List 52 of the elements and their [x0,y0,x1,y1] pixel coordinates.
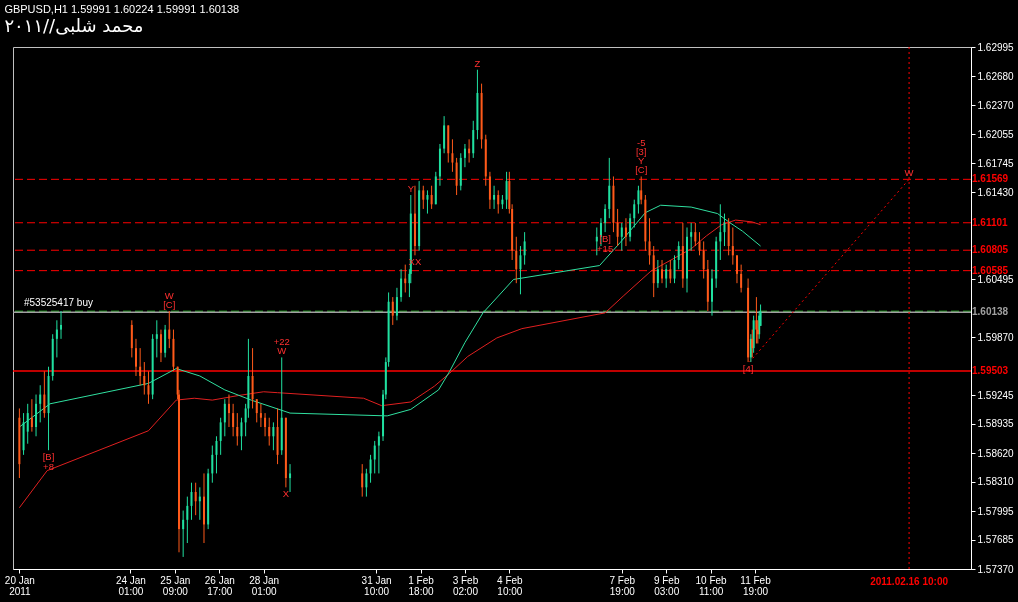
x-tick-label: 10 Feb 11:00 [695,574,728,597]
x-tick-label: 11 Feb 19:00 [740,574,772,597]
y-tick-label: 1.62995 [977,41,1015,53]
chart-subtitle: محمد شلبى//٢٠١١ [4,15,144,36]
annotation: W [164,290,174,302]
annotation: W [904,167,914,179]
ref-line-label: 2011.02.16 10:00 [870,576,949,587]
x-tick-label: 9 Feb 03:00 [653,574,680,597]
y-tick-label: 1.61430 [977,186,1015,198]
annotation: [B] [599,233,611,245]
x-tick-label: 24 Jan 01:00 [115,574,146,597]
ref-line-label: 1.61569 [972,173,1009,185]
x-tick-label: 26 Jan 17:00 [204,574,235,597]
y-tick-label: 1.62370 [977,99,1015,111]
x-tick-label: 31 Jan 10:00 [361,574,392,597]
annotation: +8 [43,461,54,473]
annotation: +22 [273,336,290,348]
y-tick-label: 1.57370 [977,563,1015,575]
annotation: [B] [42,451,55,463]
ref-line-label: 1.60585 [972,264,1009,276]
x-tick-label: 7 Feb 19:00 [609,574,636,597]
y-tick-label: 1.57685 [977,534,1015,546]
annotation: [C] [163,299,176,311]
y-tick-label: 1.62680 [977,70,1015,82]
y-tick-label: 1.58310 [977,476,1015,488]
annotation: -5 [636,137,646,149]
y-tick-label: 1.59870 [977,331,1015,343]
annotation: X [282,488,290,500]
annotation: [3] [635,146,647,158]
chart-title: GBPUSD,H1 1.59991 1.60224 1.59991 1.60138 [4,3,240,15]
annotation: Z [474,57,481,69]
y-tick-label: 1.61745 [977,157,1015,169]
ref-line-label: 1.60138 [972,306,1009,318]
y-tick-label: 1.58620 [977,447,1015,459]
ref-line-label: #53525417 buy [24,297,93,309]
ref-line-label: 1.61101 [972,216,1009,228]
y-tick-label: 1.62055 [977,128,1015,140]
y-tick-label: 1.60495 [977,273,1015,285]
annotation: W [277,345,287,357]
annotation: [C] [635,164,648,176]
x-tick-label: 25 Jan 09:00 [160,574,191,597]
x-tick-label: 28 Jan 01:00 [249,574,280,597]
ref-line-label: 1.59503 [972,365,1009,377]
y-tick-label: 1.58935 [977,418,1015,430]
y-tick-label: 1.57995 [977,505,1015,517]
x-tick-label: 4 Feb 10:00 [497,574,524,597]
ref-line-label: 1.60805 [972,244,1009,256]
x-tick-label: 3 Feb 02:00 [452,574,479,597]
x-tick-label: 1 Feb 18:00 [408,574,435,597]
y-tick-label: 1.59245 [977,389,1015,401]
annotation: Y [407,183,415,195]
x-tick-label: 20 Jan 2011 [4,574,35,597]
